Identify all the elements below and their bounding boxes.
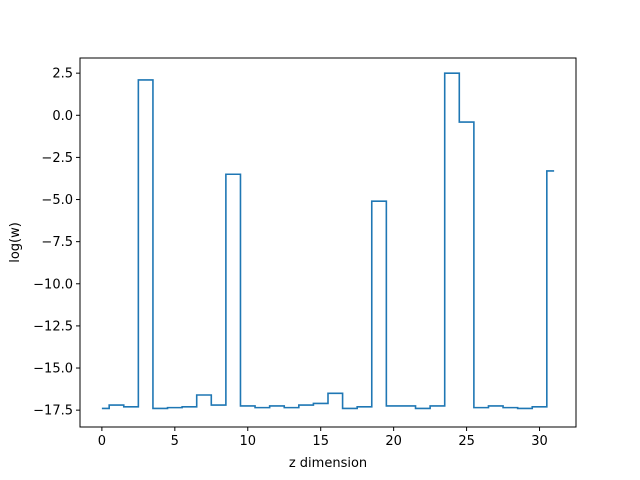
y-axis-label: log(w) — [8, 222, 23, 263]
x-tick-label: 25 — [458, 434, 475, 449]
x-tick-label: 15 — [312, 434, 329, 449]
x-tick-label: 30 — [531, 434, 548, 449]
x-axis-ticks: 0 5 10 15 20 25 30 — [98, 427, 548, 449]
axes-frame — [79, 57, 577, 428]
x-tick-label: 0 — [98, 434, 106, 449]
y-tick-label: −10.0 — [33, 277, 73, 292]
y-tick-label: −12.5 — [33, 319, 73, 334]
series-line — [101, 72, 555, 410]
x-tick-label: 10 — [239, 434, 256, 449]
x-axis-label: z dimension — [289, 456, 367, 471]
y-tick-label: 2.5 — [52, 67, 73, 82]
y-tick-label: −17.5 — [33, 404, 73, 419]
x-tick-label: 20 — [385, 434, 402, 449]
y-tick-label: −7.5 — [41, 235, 73, 250]
y-tick-label: 0.0 — [52, 109, 73, 124]
plot-area — [101, 72, 555, 410]
y-tick-label: −5.0 — [41, 193, 73, 208]
y-tick-label: −2.5 — [41, 151, 73, 166]
x-tick-label: 5 — [171, 434, 179, 449]
y-tick-label: −15.0 — [33, 362, 73, 377]
y-axis-ticks: 2.5 0.0 −2.5 −5.0 −7.5 −10.0 −12.5 −15.0 −17.5 — [33, 67, 80, 419]
